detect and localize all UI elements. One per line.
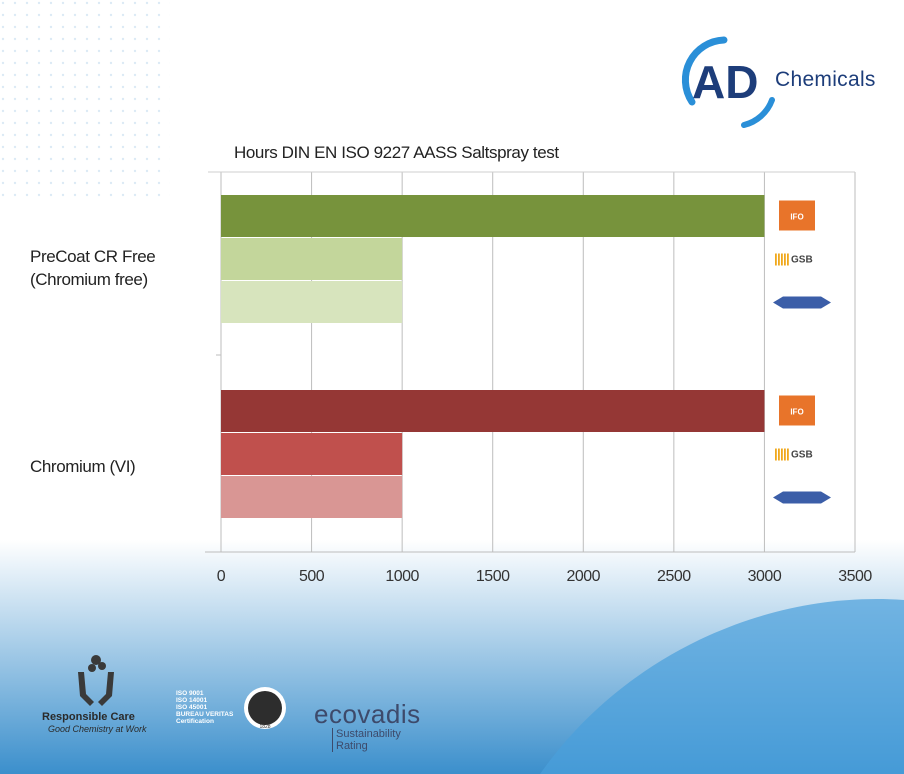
ifo-badge-text: IFO	[790, 408, 803, 417]
bv-line-5: Certification	[176, 718, 214, 725]
chart-title: Hours DIN EN ISO 9227 AASS Saltspray tes…	[234, 143, 559, 162]
ifo-badge-icon	[779, 395, 815, 426]
bar-g1-1	[221, 433, 403, 475]
x-tick-label: 0	[217, 568, 226, 585]
responsible-care-title: Responsible Care	[42, 711, 135, 723]
x-tick-label: 1500	[476, 568, 510, 585]
x-tick-label: 1000	[385, 568, 419, 585]
category-label-chromium: Chromium (VI)	[30, 457, 136, 476]
responsible-care-subtitle: Good Chemistry at Work	[48, 724, 147, 734]
x-tick-label: 3500	[838, 568, 872, 585]
gsb-stripe-icon	[787, 448, 789, 461]
bv-line-1: ISO 9001	[176, 690, 204, 697]
gsb-stripe-icon	[778, 253, 780, 266]
gsb-stripe-icon	[778, 448, 780, 461]
svg-text:1828: 1828	[259, 724, 270, 730]
x-tick-label: 2000	[566, 568, 600, 585]
qualicoat-badge-icon	[773, 491, 831, 504]
company-logo: AD	[681, 36, 775, 128]
bottom-wave	[540, 599, 904, 774]
gsb-stripe-icon	[775, 253, 777, 266]
gsb-stripe-icon	[784, 253, 786, 266]
bar-g1-2	[221, 476, 403, 518]
gsb-stripe-icon	[781, 448, 783, 461]
responsible-care-icon	[78, 655, 114, 706]
x-tick-label: 3000	[748, 568, 782, 585]
footer-logos: 1828	[78, 655, 286, 730]
bv-line-4: BUREAU VERITAS	[176, 711, 234, 718]
logo-text: AD	[692, 56, 758, 108]
gsb-stripe-icon	[775, 448, 777, 461]
bar-g0-0	[221, 195, 765, 237]
bureau-veritas-seal-icon: 1828	[244, 687, 286, 730]
gsb-badge-text: GSB	[791, 450, 813, 461]
x-tick-label: 500	[299, 568, 325, 585]
dot-pattern	[0, 0, 170, 200]
ifo-badge-icon	[779, 200, 815, 231]
logo-suffix: Chemicals	[775, 68, 876, 91]
category-label-precoat: PreCoat CR Free (Chromium free)	[30, 247, 156, 289]
bar-g1-0	[221, 390, 765, 432]
gsb-stripe-icon	[784, 448, 786, 461]
bar-g0-2	[221, 281, 403, 323]
bv-line-2: ISO 14001	[176, 697, 208, 704]
gsb-badge-text: GSB	[791, 255, 813, 266]
ecovadis-subtitle: Sustainability Rating	[332, 728, 401, 752]
qualicoat-badge-icon	[773, 296, 831, 309]
ecovadis-title: ecovadis	[314, 699, 421, 729]
saltspray-chart: 0 500 1000 1500 2000 2500 3000 3500 IFO GSB IFO GSB	[205, 171, 873, 585]
bv-line-3: ISO 45001	[176, 704, 208, 711]
x-tick-label: 2500	[657, 568, 691, 585]
ifo-badge-text: IFO	[790, 213, 803, 222]
gsb-stripe-icon	[781, 253, 783, 266]
bar-g0-1	[221, 238, 403, 280]
gsb-stripe-icon	[787, 253, 789, 266]
